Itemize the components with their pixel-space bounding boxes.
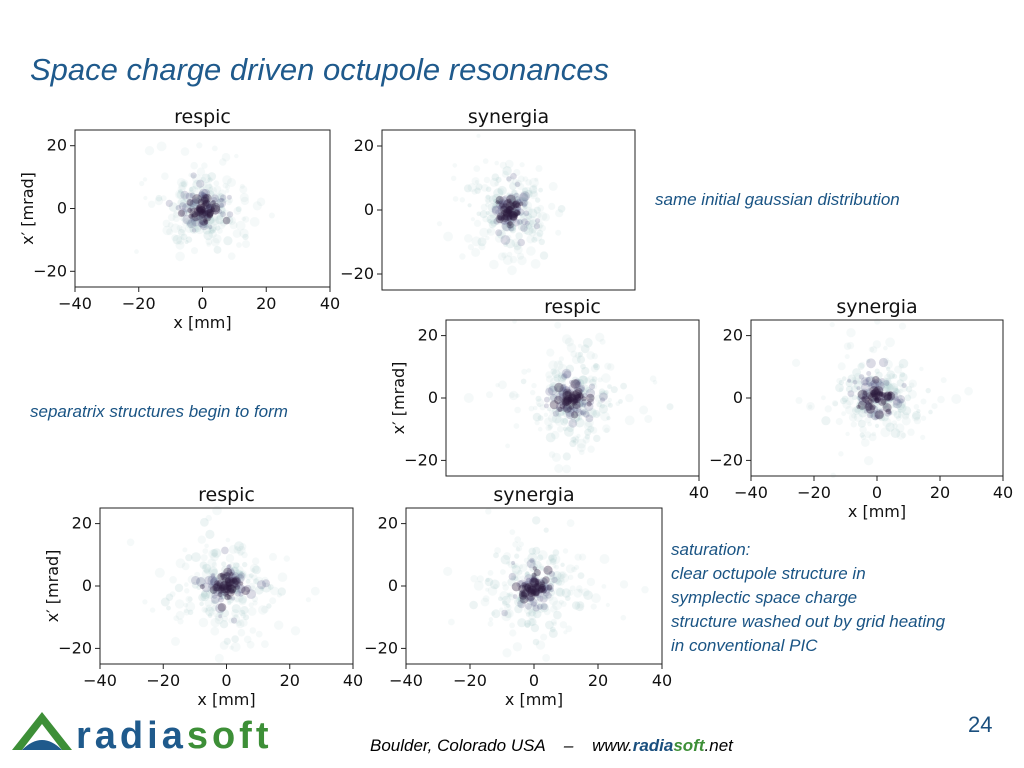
x-tick-label: 0 bbox=[221, 671, 231, 690]
x-tick-label: −20 bbox=[797, 483, 831, 502]
heatmap-chart: synergia −20 0 20 −40 −20 0 20 40 x [mm] bbox=[364, 484, 672, 709]
note-separatrix: separatrix structures begin to form bbox=[30, 402, 288, 421]
x-tick-label: 40 bbox=[993, 483, 1013, 502]
chart-title: synergia bbox=[493, 484, 574, 506]
note-saturation-line: symplectic space charge bbox=[671, 588, 858, 607]
url-brand-2: soft bbox=[673, 736, 705, 755]
x-tick-label: 40 bbox=[652, 671, 672, 690]
url-brand-1: radia bbox=[632, 736, 674, 755]
heatmap-chart: synergia −20 0 20 −40 −20 0 20 40 x [mm] bbox=[709, 296, 1013, 521]
y-tick-label: 0 bbox=[733, 388, 743, 407]
density-cloud bbox=[792, 318, 973, 478]
plot-respic-saturation: respic −20 0 20 −40 −20 0 20 40 x [mm] x′ [mrad] bbox=[40, 478, 363, 709]
y-tick-label: −20 bbox=[58, 638, 92, 657]
chart-title: respic bbox=[174, 106, 231, 128]
radiasoft-logo-graphic: radiasoft bbox=[12, 712, 272, 757]
x-tick-label: 20 bbox=[588, 671, 608, 690]
plot-synergia-saturation: synergia −20 0 20 −40 −20 0 20 40 x [mm] bbox=[346, 478, 672, 709]
heatmap-chart: synergia −20 0 20 bbox=[340, 106, 636, 291]
heatmap-chart: respic −20 0 20 40 x′ [mrad] bbox=[389, 296, 709, 502]
y-tick-label: −20 bbox=[340, 264, 374, 283]
y-tick-label: 20 bbox=[723, 326, 743, 345]
chart-title: respic bbox=[544, 296, 601, 318]
y-tick-label: 0 bbox=[364, 200, 374, 219]
y-tick-label: 20 bbox=[47, 136, 67, 155]
y-axis-label: x′ [mrad] bbox=[43, 550, 62, 623]
density-cloud bbox=[443, 508, 649, 662]
url-prefix: www. bbox=[592, 736, 633, 755]
x-axis-label: x [mm] bbox=[848, 502, 906, 521]
x-tick-label: −40 bbox=[58, 294, 92, 313]
x-tick-label: 0 bbox=[529, 671, 539, 690]
x-tick-label: −40 bbox=[389, 671, 423, 690]
density-cloud bbox=[463, 319, 674, 474]
plot-synergia-separatrix: synergia −20 0 20 −40 −20 0 20 40 x [mm] bbox=[691, 290, 1013, 521]
x-tick-label: −20 bbox=[453, 671, 487, 690]
x-tick-label: 20 bbox=[256, 294, 276, 313]
note-saturation-line: saturation: bbox=[671, 540, 751, 559]
y-tick-label: 20 bbox=[354, 136, 374, 155]
plot-synergia-initial: synergia −20 0 20 bbox=[322, 100, 645, 325]
x-tick-label: 40 bbox=[343, 671, 363, 690]
plot-respic-separatrix: respic −20 0 20 40 x′ [mrad] bbox=[386, 290, 709, 511]
x-axis-label: x [mm] bbox=[505, 690, 563, 709]
y-tick-label: 20 bbox=[378, 514, 398, 533]
y-axis-label: x′ [mrad] bbox=[18, 172, 37, 245]
x-tick-label: −20 bbox=[146, 671, 180, 690]
radiasoft-logo: radiasoft bbox=[8, 704, 288, 760]
y-tick-label: 20 bbox=[418, 326, 438, 345]
chart-title: respic bbox=[198, 484, 255, 506]
slide-title: Space charge driven octupole resonances bbox=[30, 52, 610, 87]
x-tick-label: 0 bbox=[872, 483, 882, 502]
plot-respic-initial: respic −20 0 20 −40 −20 0 20 40 x [mm] x′ [mrad] bbox=[15, 100, 340, 332]
y-tick-label: 20 bbox=[72, 514, 92, 533]
x-tick-label: 20 bbox=[930, 483, 950, 502]
footer-dash: – bbox=[563, 736, 574, 755]
x-axis-label: x [mm] bbox=[197, 690, 255, 709]
page-number: 24 bbox=[968, 712, 993, 737]
x-axis-label: x [mm] bbox=[173, 313, 231, 332]
note-saturation-line: in conventional PIC bbox=[671, 636, 818, 655]
heatmap-chart: respic −20 0 20 −40 −20 0 20 40 x [mm] x′ [mrad] bbox=[43, 484, 363, 709]
x-tick-label: 0 bbox=[197, 294, 207, 313]
x-tick-label: 20 bbox=[280, 671, 300, 690]
note-saturation-line: clear octupole structure in bbox=[671, 564, 866, 583]
svg-text:radiasoft: radiasoft bbox=[76, 715, 272, 757]
density-cloud bbox=[436, 133, 566, 276]
x-tick-label: 40 bbox=[320, 294, 340, 313]
y-tick-label: 0 bbox=[388, 576, 398, 595]
x-tick-label: −20 bbox=[122, 294, 156, 313]
y-tick-label: −20 bbox=[709, 450, 743, 469]
y-tick-label: 0 bbox=[428, 388, 438, 407]
url-suffix: .net bbox=[704, 736, 733, 755]
footer-location: Boulder, Colorado USA bbox=[370, 736, 546, 755]
density-cloud bbox=[126, 505, 320, 663]
x-tick-label: −40 bbox=[734, 483, 768, 502]
y-tick-label: 0 bbox=[82, 576, 92, 595]
footer-url[interactable]: www.radiasoft.net bbox=[592, 736, 733, 755]
y-tick-label: −20 bbox=[364, 638, 398, 657]
heatmap-chart: respic −20 0 20 −40 −20 0 20 40 x [mm] x′ [mrad] bbox=[18, 106, 340, 332]
chart-title: synergia bbox=[836, 296, 917, 318]
y-tick-label: 0 bbox=[57, 199, 67, 218]
x-tick-label: −40 bbox=[83, 671, 117, 690]
y-tick-label: −20 bbox=[404, 450, 438, 469]
y-tick-label: −20 bbox=[33, 261, 67, 280]
y-axis-label: x′ [mrad] bbox=[389, 362, 408, 435]
footer: Boulder, Colorado USA – www.radiasoft.ne… bbox=[370, 736, 733, 756]
density-cloud bbox=[134, 141, 275, 262]
note-saturation: saturation: clear octupole structure in … bbox=[671, 538, 945, 658]
x-tick-label: 40 bbox=[689, 483, 709, 502]
chart-title: synergia bbox=[468, 106, 549, 128]
note-initial: same initial gaussian distribution bbox=[655, 190, 900, 209]
note-saturation-line: structure washed out by grid heating bbox=[671, 612, 946, 631]
